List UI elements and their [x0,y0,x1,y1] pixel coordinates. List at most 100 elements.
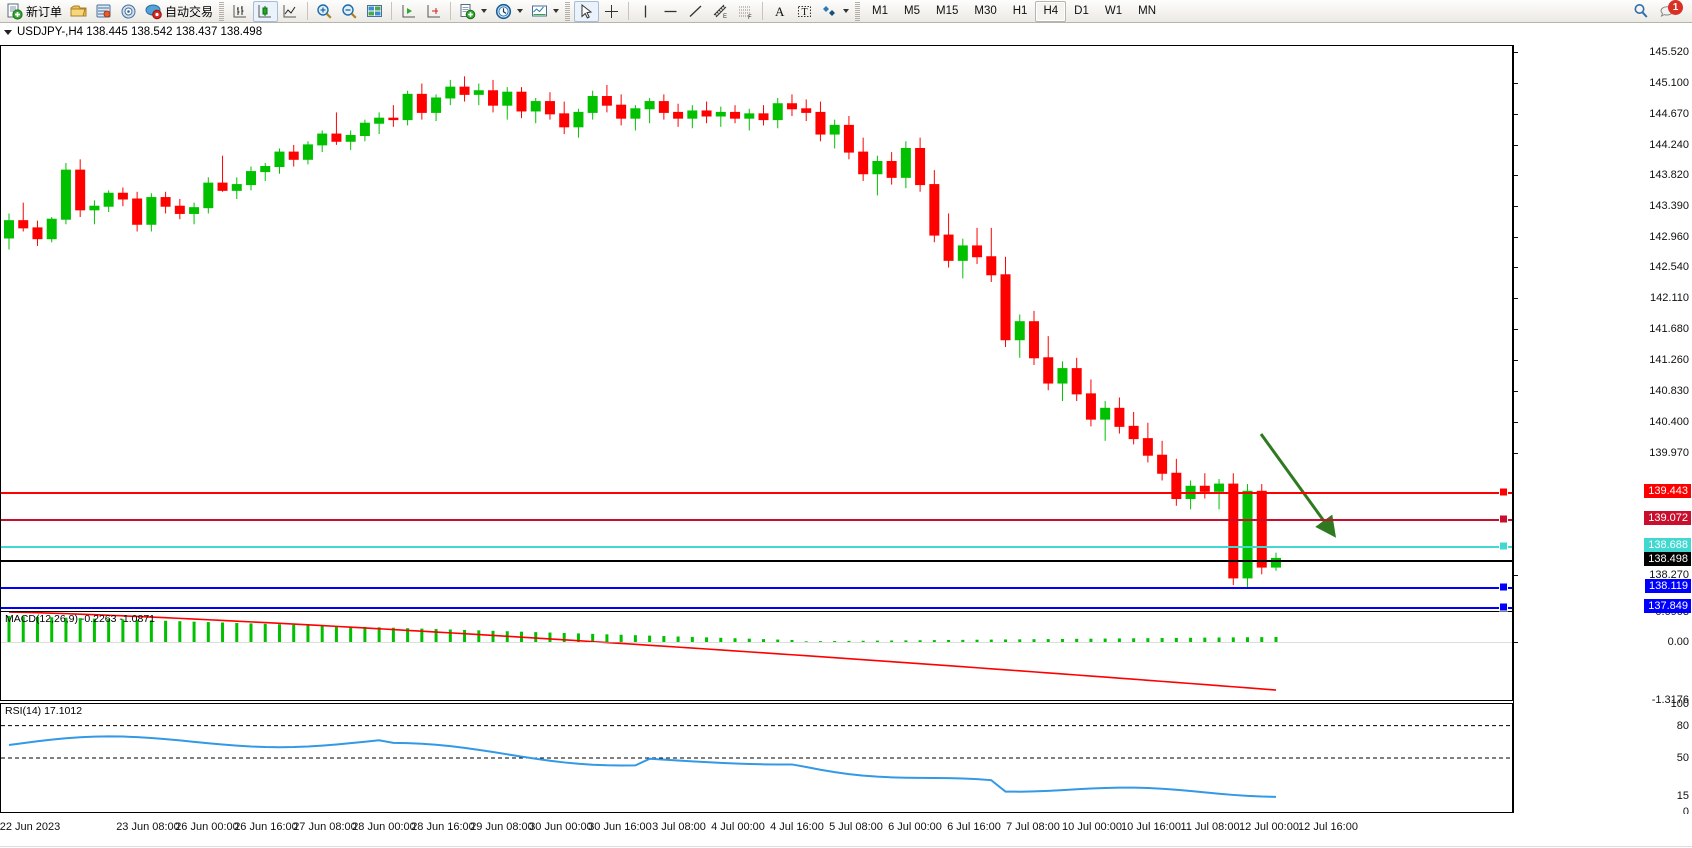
timeframe-h1[interactable]: H1 [1012,4,1028,17]
folder-icon [70,5,87,16]
search-icon[interactable] [1632,2,1650,20]
new-order-button[interactable]: 新订单 [2,1,66,22]
crosshair-icon [605,4,619,18]
auto-scroll-button[interactable] [396,1,421,22]
cursor-icon [581,3,593,19]
price-tick-144-240: 144.240 [1649,138,1689,151]
templates-icon [532,5,548,16]
line-chart-icon [283,4,297,17]
price-pane[interactable] [0,45,1513,615]
price-tick-143-820: 143.820 [1649,168,1689,181]
terminal-button[interactable] [91,1,116,22]
price-tick-142-110: 142.110 [1650,292,1689,305]
rsi-pane[interactable]: RSI(14) 17.1012 [0,703,1513,813]
timeframe-m15[interactable]: M15 [936,4,959,17]
price-tick-145-520: 145.520 [1649,46,1689,59]
toolbar-grip-3[interactable] [855,1,861,21]
line-chart-button[interactable] [278,1,303,22]
indicators-caret-icon[interactable] [481,9,488,13]
toolbar-grip-1[interactable] [219,1,225,21]
level-line-138688[interactable] [1,546,1512,549]
templates-caret-icon[interactable] [553,9,560,13]
trendline-button[interactable] [683,1,708,22]
trendline-icon [689,5,702,17]
rsi-title: RSI(14) 17.1012 [5,705,83,717]
data-window-button[interactable] [362,1,387,22]
bar-chart-button[interactable] [228,1,253,22]
timeframe-h4[interactable]: H4 [1035,0,1067,22]
timeframe-m30[interactable]: M30 [974,4,997,17]
data-window-icon [367,4,383,17]
level-line-138119-tag[interactable]: 138.119 [1645,579,1691,594]
chart-area[interactable]: USDJPY-,H4 138.445 138.542 138.437 138.4… [0,23,1692,848]
value-axis[interactable]: 139.443 139.072 138.688 138.498 138.119 137.8… [1513,45,1692,818]
toolbar-right-group[interactable]: 1 [1632,0,1690,20]
toolbar-separator-3 [450,2,452,20]
level-line-138688-tag[interactable]: 138.688 [1644,538,1691,553]
level-line-139443-handle[interactable] [1499,487,1508,497]
chart-shift-button[interactable] [421,1,446,22]
level-line-138119-handle[interactable] [1499,582,1508,592]
objects-caret-icon[interactable] [843,9,850,13]
main-toolbar[interactable]: 新订单 自动交易 [0,0,1692,23]
indicators-button[interactable] [455,1,491,22]
time-label-11: 4 Jul 00:00 [711,821,765,833]
periods-button[interactable] [491,1,527,22]
toolbar-separator-4 [628,2,630,20]
objects-button[interactable] [817,1,853,22]
level-line-139072-handle[interactable] [1499,514,1508,524]
level-line-137849-handle[interactable] [1499,602,1508,612]
label-button[interactable]: T [792,1,817,22]
alerts-badge: 1 [1668,0,1683,15]
alerts-button[interactable]: 1 [1658,0,1683,20]
level-line-138688-handle[interactable] [1499,541,1508,551]
horizontal-line-button[interactable] [658,1,683,22]
fibonacci-button[interactable]: F [733,1,758,22]
zoom-out-button[interactable] [337,1,362,22]
price-tickmark [1514,52,1518,54]
equidistant-channel-button[interactable]: E [708,1,733,22]
navigator-icon [121,4,136,18]
current-price-138498[interactable] [1,560,1512,562]
svg-text:E: E [723,14,727,20]
rsi-tick-15: 15 [1676,789,1689,802]
vertical-line-button[interactable] [633,1,658,22]
level-line-137849[interactable] [1,606,1512,609]
templates-button[interactable] [527,1,563,22]
toolbar-separator-2 [391,2,393,20]
current-price-138498-tag[interactable]: 138.498 [1644,552,1691,566]
crosshair-button[interactable] [599,1,624,22]
level-line-139072[interactable] [1,518,1512,521]
periods-caret-icon[interactable] [517,9,524,13]
candlestick-button[interactable] [253,0,279,22]
autotrade-button[interactable]: 自动交易 [141,1,217,22]
price-tickmark [1514,174,1518,176]
price-tickmark [1514,575,1518,577]
svg-text:T: T [802,7,808,18]
timeframe-mn[interactable]: MN [1138,4,1156,17]
zoom-in-button[interactable] [312,1,337,22]
chart-menu-triangle-icon[interactable] [4,29,12,35]
cursor-button[interactable] [574,0,600,22]
timeframe-group[interactable]: M1 M5 M15 M30 H1 H4 D1 W1 MN [864,0,1164,22]
rsi-tick-0: 0 [1682,806,1689,818]
level-line-139072-tag[interactable]: 139.072 [1644,510,1691,525]
timeframe-m1[interactable]: M1 [872,4,889,17]
macd-pane[interactable]: MACD(12,26,9) -0.2263 -1.0871 [0,611,1513,701]
toolbar-grip-2[interactable] [565,1,571,21]
level-line-137849-tag[interactable]: 137.849 [1644,598,1691,613]
navigator-button[interactable] [116,1,141,22]
timeframe-d1[interactable]: D1 [1074,4,1089,17]
price-tick-142-960: 142.960 [1649,230,1689,243]
folder-button[interactable] [66,1,91,22]
time-axis[interactable]: 22 Jun 2023 23 Jun 08:00 26 Jun 00:00 26 Ju… [0,814,1692,848]
price-tickmark [1514,82,1518,84]
level-line-139443-tag[interactable]: 139.443 [1644,483,1691,498]
text-button[interactable]: A [767,1,792,22]
level-line-138119[interactable] [1,587,1512,590]
time-label-15: 6 Jul 16:00 [947,821,1001,833]
symbol-info-bar[interactable]: USDJPY-,H4 138.445 138.542 138.437 138.4… [0,26,262,38]
timeframe-w1[interactable]: W1 [1104,4,1123,17]
level-line-139443[interactable] [1,491,1512,494]
timeframe-m5[interactable]: M5 [904,4,920,17]
